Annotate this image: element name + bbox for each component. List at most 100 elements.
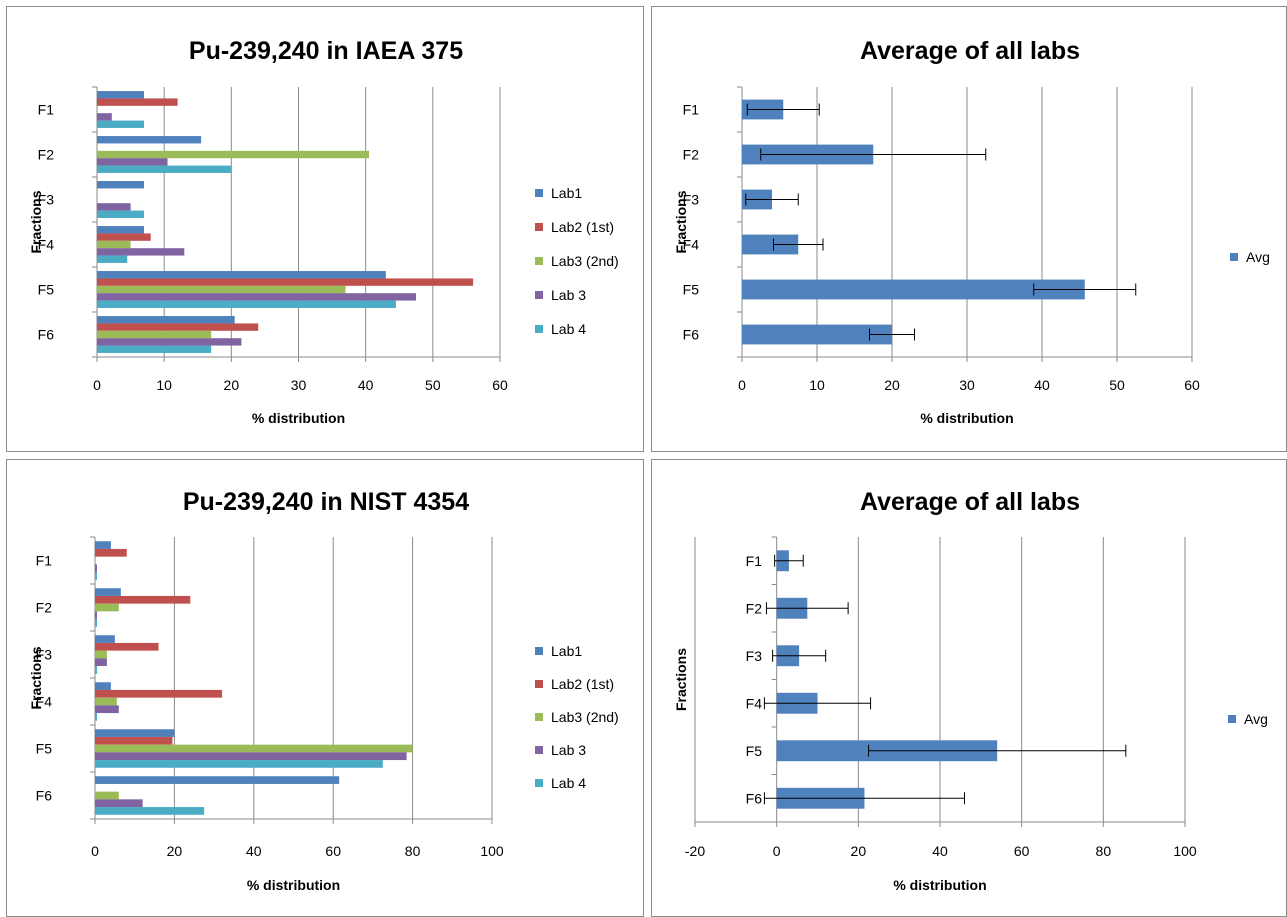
x-tick-label: 40 xyxy=(358,377,374,393)
bar xyxy=(97,338,242,346)
y-axis-title: Fractions xyxy=(673,190,689,253)
x-tick-label: 80 xyxy=(405,843,421,859)
legend-swatch xyxy=(1230,253,1238,261)
x-tick-label: 50 xyxy=(425,377,441,393)
category-label: F2 xyxy=(38,147,55,163)
bar xyxy=(97,203,131,211)
category-label: F5 xyxy=(746,743,763,759)
chart-title: Average of all labs xyxy=(860,488,1080,516)
chart-svg: Average of all labs -20 0 20 40 60 80 100 F1 F2 F3… xyxy=(673,488,1268,893)
category-label: F6 xyxy=(746,790,763,806)
bar xyxy=(97,240,131,249)
bar xyxy=(95,588,121,596)
bar xyxy=(97,120,145,128)
category-label: F5 xyxy=(36,741,53,757)
category-label: F3 xyxy=(38,192,55,208)
bar xyxy=(97,181,145,189)
bar xyxy=(95,705,119,714)
x-axis-title: % distribution xyxy=(252,410,345,426)
bar xyxy=(97,255,128,263)
legend-label: Lab 4 xyxy=(551,321,586,337)
bar xyxy=(95,642,159,651)
y-axis-title: Fractions xyxy=(28,646,44,709)
bar xyxy=(97,323,259,331)
bar xyxy=(95,807,205,815)
x-tick-label: 100 xyxy=(480,843,504,859)
bar xyxy=(95,760,383,768)
category-label: F1 xyxy=(746,553,763,569)
chart-svg: Average of all labs 0 10 20 30 40 50 60 F1 F2 F3 F4… xyxy=(673,37,1270,426)
legend-label: Lab3 (2nd) xyxy=(551,253,619,269)
bar xyxy=(95,682,111,690)
x-tick-label: 20 xyxy=(884,377,900,393)
legend-swatch xyxy=(535,257,543,265)
legend-swatch xyxy=(535,647,543,655)
legend-swatch xyxy=(535,713,543,721)
bar xyxy=(95,799,143,808)
bar xyxy=(97,136,202,144)
legend-swatch xyxy=(535,746,543,754)
chart-title: Average of all labs xyxy=(860,37,1080,65)
category-label: F6 xyxy=(683,327,700,343)
chart-panel-nist-4354: Pu-239,240 in NIST 4354 0 20 40 60 80 100 F1 F2 F… xyxy=(6,459,644,917)
bar xyxy=(95,603,119,612)
category-label: F5 xyxy=(683,282,700,298)
category-label: F2 xyxy=(36,600,53,616)
legend-swatch xyxy=(535,779,543,787)
bar xyxy=(97,248,185,256)
legend-swatch xyxy=(535,291,543,299)
bar xyxy=(97,271,386,279)
bar xyxy=(97,285,346,294)
legend-swatch xyxy=(535,325,543,333)
y-axis-title: Fractions xyxy=(673,648,689,711)
bar xyxy=(97,158,168,166)
bar xyxy=(97,316,235,324)
x-tick-label: 10 xyxy=(156,377,172,393)
bar xyxy=(97,278,474,286)
x-tick-label: 10 xyxy=(809,377,825,393)
x-tick-label: 0 xyxy=(93,377,101,393)
bar xyxy=(97,165,232,173)
x-tick-label: 60 xyxy=(1014,843,1030,859)
legend-label: Avg xyxy=(1244,711,1268,727)
x-tick-label: 20 xyxy=(167,843,183,859)
x-tick-label: 40 xyxy=(1034,377,1050,393)
bar xyxy=(95,619,97,627)
x-tick-label: -20 xyxy=(685,843,705,859)
bar xyxy=(95,776,340,784)
x-axis-title: % distribution xyxy=(247,877,340,893)
chart-panel-iaea-375: Pu-239,240 in IAEA 375 0 10 20 30 40 50 60 F1 F2 F… xyxy=(6,6,644,452)
x-tick-label: 30 xyxy=(959,377,975,393)
chart-panel-iaea-average: Average of all labs 0 10 20 30 40 50 60 F1 F2 F3 F4… xyxy=(651,6,1287,452)
bar xyxy=(95,595,191,604)
category-label: F6 xyxy=(38,327,55,343)
x-axis-title: % distribution xyxy=(920,410,1013,426)
category-label: F4 xyxy=(38,237,55,253)
x-tick-label: 40 xyxy=(246,843,262,859)
legend-swatch xyxy=(535,189,543,197)
category-label: F2 xyxy=(746,600,763,616)
bar xyxy=(97,98,178,106)
category-label: F1 xyxy=(36,553,53,569)
y-axis-title: Fractions xyxy=(28,190,44,253)
legend-label: Lab2 (1st) xyxy=(551,676,614,692)
bar xyxy=(95,689,223,698)
legend-swatch xyxy=(535,223,543,231)
category-label: F4 xyxy=(683,237,700,253)
bar xyxy=(97,293,417,301)
x-axis-title: % distribution xyxy=(893,877,986,893)
legend-label: Lab 4 xyxy=(551,775,586,791)
bar xyxy=(97,330,212,339)
x-tick-label: 60 xyxy=(1184,377,1200,393)
bar xyxy=(97,300,396,308)
bar xyxy=(742,324,892,345)
bar xyxy=(742,234,799,255)
bar xyxy=(95,791,119,800)
bar xyxy=(95,658,107,667)
x-tick-label: 60 xyxy=(325,843,341,859)
bar xyxy=(95,650,107,659)
bar xyxy=(95,713,97,721)
x-tick-label: 30 xyxy=(291,377,307,393)
x-tick-label: 80 xyxy=(1096,843,1112,859)
bar xyxy=(97,150,370,159)
